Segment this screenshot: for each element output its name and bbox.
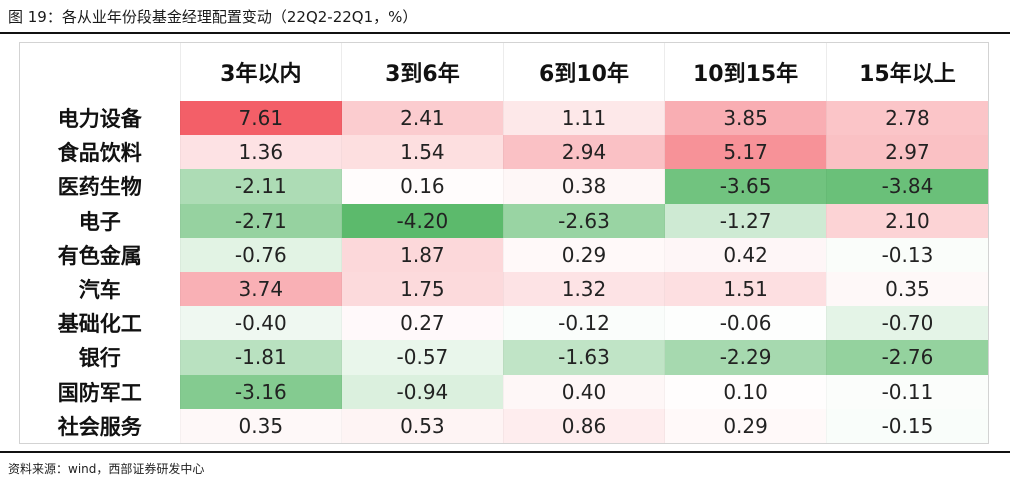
heatmap-cell: 1.36 xyxy=(180,135,342,170)
heatmap-cell: 1.32 xyxy=(503,271,665,307)
heatmap-cell: 0.42 xyxy=(664,237,827,272)
heatmap-cell: 3.74 xyxy=(180,271,342,307)
table-row: 医药生物 -2.11 0.16 0.38 -3.65 -3.84 xyxy=(20,169,988,204)
heatmap-cell: 0.27 xyxy=(341,306,504,341)
heatmap-cell: -0.94 xyxy=(341,374,504,409)
row-label: 银行 xyxy=(78,346,121,371)
heatmap-cell: 2.10 xyxy=(826,203,988,238)
table-row: 电子 -2.71 -4.20 -2.63 -1.27 2.10 xyxy=(20,203,988,238)
heatmap-cell: 1.75 xyxy=(341,271,504,307)
table-row: 汽车 3.74 1.75 1.32 1.51 0.35 xyxy=(20,271,988,307)
heatmap-cell: -1.81 xyxy=(180,340,342,375)
row-label: 医药生物 xyxy=(57,175,142,200)
table-frame xyxy=(19,42,989,444)
table-row: 银行 -1.81 -0.57 -1.63 -2.29 -2.76 xyxy=(20,340,988,375)
row-label: 社会服务 xyxy=(57,414,142,439)
bottom-rule xyxy=(0,451,1010,453)
table-row: 国防军工 -3.16 -0.94 0.40 0.10 -0.11 xyxy=(20,374,988,409)
heatmap-cell: -3.84 xyxy=(826,169,988,204)
column-header: 15年以上 xyxy=(825,43,988,101)
heatmap-cell: -2.71 xyxy=(180,203,342,238)
table-row: 有色金属 -0.76 1.87 0.29 0.42 -0.13 xyxy=(20,237,988,272)
heatmap-cell: 0.29 xyxy=(503,237,665,272)
source-note: 资料来源：wind，西部证券研发中心 xyxy=(8,462,205,476)
heatmap-cell: 0.10 xyxy=(664,374,827,409)
column-header: 3到6年 xyxy=(341,43,504,101)
heatmap-cell: -0.40 xyxy=(180,306,342,341)
column-header-row: 3年以内 3到6年 6到10年 10到15年 15年以上 xyxy=(20,43,988,101)
row-label: 基础化工 xyxy=(57,312,142,337)
column-header: 10到15年 xyxy=(664,43,827,101)
heatmap-cell: -0.12 xyxy=(503,306,665,341)
heatmap-cell: -2.29 xyxy=(664,340,827,375)
heatmap-cell: -3.16 xyxy=(180,374,342,409)
heatmap-cell: 2.94 xyxy=(503,135,665,170)
heatmap-cell: -0.70 xyxy=(826,306,988,341)
heatmap-cell: -2.63 xyxy=(503,203,665,238)
table-row: 食品饮料 1.36 1.54 2.94 5.17 2.97 xyxy=(20,135,988,170)
heatmap-cell: 0.16 xyxy=(341,169,504,204)
row-label: 有色金属 xyxy=(57,243,142,268)
heatmap-cell: 0.38 xyxy=(503,169,665,204)
heatmap-cell: -1.63 xyxy=(503,340,665,375)
header-corner xyxy=(20,43,180,101)
heatmap-cell: 0.35 xyxy=(180,408,342,443)
heatmap-cell: -0.11 xyxy=(826,374,988,409)
heatmap-cell: -2.11 xyxy=(180,169,342,204)
heatmap-cell: 5.17 xyxy=(664,135,827,170)
heatmap-cell: -1.27 xyxy=(664,203,827,238)
heatmap-cell: 0.53 xyxy=(341,408,504,443)
column-header: 6到10年 xyxy=(502,43,665,101)
figure-title: 图 19：各从业年份段基金经理配置变动（22Q2-22Q1，%） xyxy=(8,8,418,26)
row-label: 电子 xyxy=(78,209,121,234)
table-body: 电力设备 7.61 2.41 1.11 3.85 2.78 食品饮料 1.36 1.54 2.94… xyxy=(20,101,988,443)
heatmap-cell: -0.15 xyxy=(826,408,988,443)
heatmap-cell: -2.76 xyxy=(826,340,988,375)
heatmap-cell: 2.78 xyxy=(826,101,988,136)
heatmap-cell: -0.76 xyxy=(180,237,342,272)
row-label: 食品饮料 xyxy=(57,141,142,166)
heatmap-cell: 1.54 xyxy=(341,135,504,170)
heatmap-cell: -0.13 xyxy=(826,237,988,272)
heatmap-cell: 1.11 xyxy=(503,101,665,136)
heatmap-cell: -4.20 xyxy=(341,203,504,238)
heatmap-cell: 3.85 xyxy=(664,101,827,136)
top-rule xyxy=(0,32,1010,34)
heatmap-cell: 0.35 xyxy=(826,271,988,307)
table-row: 社会服务 0.35 0.53 0.86 0.29 -0.15 xyxy=(20,408,988,443)
heatmap-table: 3年以内 3到6年 6到10年 10到15年 15年以上 电力设备 7.61 2.41 1.1… xyxy=(20,43,988,443)
heatmap-cell: 0.40 xyxy=(503,374,665,409)
heatmap-cell: 1.87 xyxy=(341,237,504,272)
heatmap-cell: -0.06 xyxy=(664,306,827,341)
heatmap-cell: -0.57 xyxy=(341,340,504,375)
heatmap-cell: -3.65 xyxy=(664,169,827,204)
row-label: 电力设备 xyxy=(57,107,142,132)
row-label: 汽车 xyxy=(78,278,121,303)
table-row: 电力设备 7.61 2.41 1.11 3.85 2.78 xyxy=(20,101,988,136)
table-row: 基础化工 -0.40 0.27 -0.12 -0.06 -0.70 xyxy=(20,306,988,341)
heatmap-cell: 2.41 xyxy=(341,101,504,136)
column-header: 3年以内 xyxy=(179,43,342,101)
heatmap-cell: 0.86 xyxy=(503,408,665,443)
heatmap-cell: 0.29 xyxy=(664,408,827,443)
heatmap-cell: 1.51 xyxy=(664,271,827,307)
row-label: 国防军工 xyxy=(57,380,142,405)
heatmap-cell: 7.61 xyxy=(180,101,342,136)
heatmap-cell: 2.97 xyxy=(826,135,988,170)
